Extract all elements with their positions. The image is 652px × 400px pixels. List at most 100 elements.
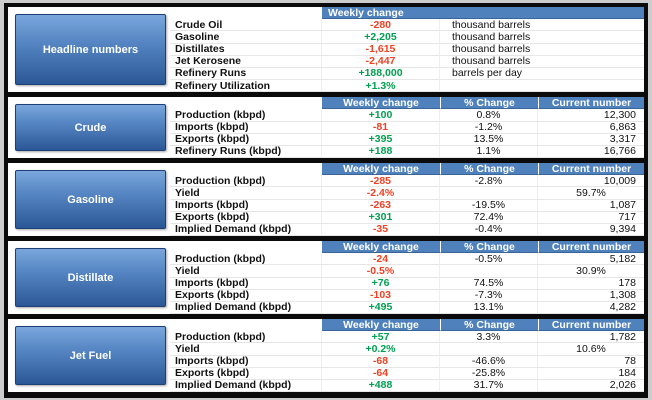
pct-change-header: % Change xyxy=(440,163,538,176)
weekly-change-value: +0.2% xyxy=(322,343,440,356)
section-title-gasoline: Gasoline xyxy=(15,170,166,229)
unit-label: thousand barrels xyxy=(440,44,644,56)
section-label-column: Gasoline xyxy=(8,163,170,236)
section-divider xyxy=(8,236,644,241)
report-board: Headline numbers Weekly change Crude Oil… xyxy=(4,3,648,398)
pct-change-value: -25.8% xyxy=(440,367,538,380)
row-label: Refinery Runs xyxy=(170,67,322,81)
pct-change-value: 31.7% xyxy=(440,379,538,392)
section-label-column: Crude xyxy=(8,97,170,158)
section-label-column: Jet Fuel xyxy=(8,319,170,392)
table-row: Production (kbpd) +100 0.8% 12,300 xyxy=(170,109,644,122)
weekly-change-value: +100 xyxy=(322,109,440,122)
row-label: Refinery Runs (kbpd) xyxy=(170,145,322,159)
current-number-value: 178 xyxy=(538,278,644,290)
current-number-value: 9,394 xyxy=(538,224,644,237)
table-row: Refinery Utilization +1.3% xyxy=(170,80,644,93)
section-title-headline-numbers: Headline numbers xyxy=(15,14,166,86)
weekly-change-value: -263 xyxy=(322,199,440,212)
current-number-header: Current number xyxy=(538,97,644,110)
header-spacer xyxy=(170,7,322,19)
current-number-value: 1,087 xyxy=(538,200,644,212)
table-row: Refinery Runs +188,000 barrels per day xyxy=(170,67,644,81)
header-row: Weekly change % Change Current number xyxy=(170,97,644,110)
section-divider xyxy=(8,158,644,163)
row-label: Production (kbpd) xyxy=(170,109,322,122)
header-spacer xyxy=(170,97,322,109)
section-gasoline: Gasoline Weekly change % Change Current … xyxy=(8,163,644,237)
current-number-value: 717 xyxy=(538,212,644,224)
header-row: Weekly change % Change Current number xyxy=(170,163,644,176)
table-row: Production (kbpd) -285 -2.8% 10,009 xyxy=(170,175,644,188)
current-number-value: 30.9% xyxy=(538,265,644,278)
distillate-rows: Weekly change % Change Current number Pr… xyxy=(170,241,644,315)
row-label: Imports (kbpd) xyxy=(170,121,322,134)
unit-label: thousand barrels xyxy=(440,19,644,32)
weekly-change-header: Weekly change xyxy=(322,97,440,110)
pct-change-value xyxy=(440,343,538,356)
section-title-jet-fuel: Jet Fuel xyxy=(15,326,166,385)
weekly-change-value: -35 xyxy=(322,223,440,237)
pct-change-value: -0.4% xyxy=(440,223,538,237)
crude-rows: Weekly change % Change Current number Pr… xyxy=(170,97,644,159)
unit-label xyxy=(440,80,644,93)
section-label-column: Headline numbers xyxy=(8,7,170,92)
row-label: Implied Demand (kbpd) xyxy=(170,301,322,315)
weekly-change-value: +76 xyxy=(322,277,440,290)
current-number-header: Current number xyxy=(538,163,644,176)
section-headline-numbers: Headline numbers Weekly change Crude Oil… xyxy=(8,7,644,93)
pct-change-value: 72.4% xyxy=(440,211,538,224)
jet-fuel-rows: Weekly change % Change Current number Pr… xyxy=(170,319,644,392)
unit-label: barrels per day xyxy=(440,68,644,81)
weekly-change-value: -81 xyxy=(322,121,440,134)
header-spacer xyxy=(170,163,322,175)
section-title-crude: Crude xyxy=(15,104,166,151)
weekly-change-value: +301 xyxy=(322,211,440,224)
table-row: Yield -0.5% 30.9% xyxy=(170,265,644,278)
current-number-value: 3,317 xyxy=(538,134,644,146)
weekly-change-value: -103 xyxy=(322,289,440,302)
table-row: Exports (kbpd) -64 -25.8% 184 xyxy=(170,367,644,380)
weekly-change-header: Weekly change xyxy=(322,319,440,332)
section-title-distillate: Distillate xyxy=(15,248,166,307)
pct-change-value: 74.5% xyxy=(440,277,538,290)
weekly-change-value: +188 xyxy=(322,145,440,159)
section-distillate: Distillate Weekly change % Change Curren… xyxy=(8,241,644,315)
weekly-change-value: -24 xyxy=(322,253,440,266)
row-label: Yield xyxy=(170,343,322,356)
weekly-change-value: +188,000 xyxy=(322,67,440,81)
table-row: Yield +0.2% 10.6% xyxy=(170,343,644,356)
pct-change-value: -0.5% xyxy=(440,253,538,266)
pct-change-value: -7.3% xyxy=(440,289,538,302)
row-label: Imports (kbpd) xyxy=(170,277,322,290)
row-label: Refinery Utilization xyxy=(170,80,322,93)
row-label: Exports (kbpd) xyxy=(170,289,322,302)
current-number-value: 10.6% xyxy=(538,343,644,356)
table-row: Crude Oil -280 thousand barrels xyxy=(170,19,644,32)
row-label: Exports (kbpd) xyxy=(170,211,322,224)
table-row: Imports (kbpd) +76 74.5% 178 xyxy=(170,277,644,290)
table-row: Imports (kbpd) -68 -46.6% 78 xyxy=(170,355,644,368)
weekly-change-value: +495 xyxy=(322,301,440,315)
pct-change-value: 3.3% xyxy=(440,331,538,344)
weekly-change-header: Weekly change xyxy=(322,163,440,176)
pct-change-header: % Change xyxy=(440,319,538,332)
row-label: Distillates xyxy=(170,43,322,56)
current-number-value: 4,282 xyxy=(538,302,644,315)
pct-change-value: -1.2% xyxy=(440,121,538,134)
table-row: Implied Demand (kbpd) +488 31.7% 2,026 xyxy=(170,379,644,392)
row-label: Yield xyxy=(170,265,322,278)
row-label: Gasoline xyxy=(170,31,322,44)
current-number-value: 5,182 xyxy=(538,253,644,266)
row-label: Exports (kbpd) xyxy=(170,133,322,146)
pct-change-value: -46.6% xyxy=(440,355,538,368)
row-label: Imports (kbpd) xyxy=(170,199,322,212)
weekly-change-header: Weekly change xyxy=(322,7,644,20)
weekly-change-value: -285 xyxy=(322,175,440,188)
row-label: Implied Demand (kbpd) xyxy=(170,223,322,237)
row-label: Exports (kbpd) xyxy=(170,367,322,380)
table-row: Exports (kbpd) +395 13.5% 3,317 xyxy=(170,133,644,146)
section-jet-fuel: Jet Fuel Weekly change % Change Current … xyxy=(8,319,644,392)
section-label-column: Distillate xyxy=(8,241,170,314)
section-divider xyxy=(8,92,644,98)
